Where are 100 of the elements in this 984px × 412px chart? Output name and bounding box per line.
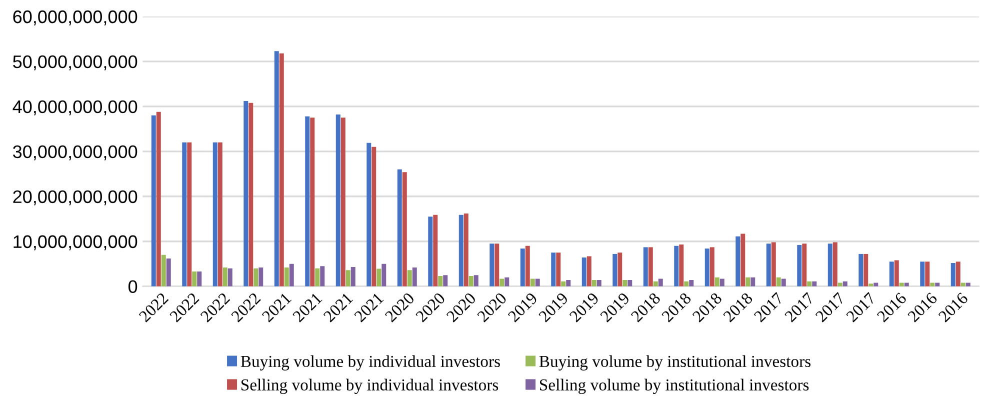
- bar: [161, 254, 166, 286]
- bar: [315, 268, 320, 286]
- bar: [746, 277, 750, 286]
- bar: [156, 112, 161, 286]
- bar: [930, 282, 935, 286]
- bar: [684, 281, 689, 286]
- bar: [397, 169, 402, 286]
- bar: [828, 244, 832, 286]
- bar: [704, 248, 710, 286]
- bar: [566, 280, 571, 286]
- bar: [622, 280, 628, 286]
- bar: [433, 214, 438, 286]
- bar: [842, 281, 848, 286]
- legend-label: Buying volume by individual investors: [240, 355, 500, 370]
- bar: [807, 281, 812, 286]
- bar: [494, 244, 500, 286]
- bar: [525, 246, 530, 286]
- y-tick-label: 30,000,000,000: [13, 145, 138, 160]
- bar: [412, 267, 417, 286]
- bar: [340, 118, 346, 286]
- bar: [766, 244, 771, 286]
- bar: [674, 246, 679, 286]
- bar: [864, 254, 868, 286]
- bar: [350, 267, 356, 286]
- bar: [643, 247, 648, 286]
- bar: [407, 270, 412, 286]
- bar: [468, 276, 474, 286]
- bar: [740, 234, 746, 286]
- legend-label: Selling volume by individual investors: [241, 378, 498, 394]
- bar: [151, 115, 156, 286]
- bar: [289, 264, 294, 286]
- bar: [925, 262, 930, 286]
- bar: [736, 236, 740, 286]
- bar: [750, 277, 756, 286]
- bar: [894, 260, 899, 286]
- bar: [500, 278, 504, 286]
- bar: [376, 268, 382, 286]
- bar: [874, 282, 878, 286]
- bar: [618, 252, 622, 286]
- bar: [372, 146, 376, 286]
- bar: [458, 214, 464, 286]
- bar: [904, 282, 909, 286]
- bar: [310, 118, 315, 286]
- bar: [658, 278, 663, 286]
- bar: [556, 252, 561, 286]
- bar: [868, 284, 874, 286]
- bar: [222, 267, 228, 286]
- y-tick-label: 50,000,000,000: [13, 55, 138, 70]
- bar: [530, 278, 535, 286]
- bar: [956, 262, 960, 286]
- bar: [596, 280, 602, 286]
- bar: [858, 254, 864, 286]
- bar: [428, 216, 433, 286]
- bar: [346, 270, 350, 286]
- bar: [920, 262, 925, 286]
- bar: [899, 282, 904, 286]
- y-tick-label: 10,000,000,000: [14, 235, 138, 250]
- bar: [714, 277, 720, 286]
- y-tick-label: 60,000,000,000: [13, 10, 138, 26]
- bar: [771, 242, 776, 286]
- bar: [720, 278, 724, 286]
- bar: [520, 248, 525, 286]
- legend-label: Selling volume by institutional investors: [540, 378, 809, 394]
- bar: [582, 258, 586, 286]
- bar: [797, 244, 802, 286]
- bar: [776, 277, 781, 286]
- bar: [653, 281, 658, 286]
- bar: [254, 268, 258, 286]
- bar: [228, 268, 232, 286]
- bar: [244, 101, 248, 286]
- bar: [535, 278, 540, 286]
- bar: [187, 142, 192, 286]
- bar: [832, 242, 838, 286]
- y-tick-label: 0: [128, 280, 138, 294]
- bar: [438, 276, 443, 286]
- bar: [966, 282, 970, 286]
- bar: [679, 244, 684, 286]
- bar: [279, 53, 284, 286]
- bar: [689, 280, 694, 286]
- bar: [274, 51, 279, 286]
- bar: [592, 280, 596, 286]
- bar: [197, 272, 202, 286]
- bar: [402, 172, 407, 286]
- bar: [586, 256, 592, 286]
- bar: [284, 267, 289, 286]
- legend-label: Buying volume by institutional investors: [539, 355, 810, 370]
- bar: [443, 275, 448, 286]
- bar: [781, 278, 786, 286]
- bar: [248, 102, 254, 286]
- bar: [192, 272, 197, 286]
- bar: [212, 142, 218, 286]
- bar: [504, 277, 510, 286]
- bar: [838, 282, 842, 286]
- bar: [802, 244, 807, 286]
- bar: [551, 252, 556, 286]
- bar: [464, 213, 468, 286]
- bar: [305, 116, 310, 286]
- bar: [366, 142, 372, 286]
- bar: [710, 247, 714, 286]
- bar: [382, 264, 386, 286]
